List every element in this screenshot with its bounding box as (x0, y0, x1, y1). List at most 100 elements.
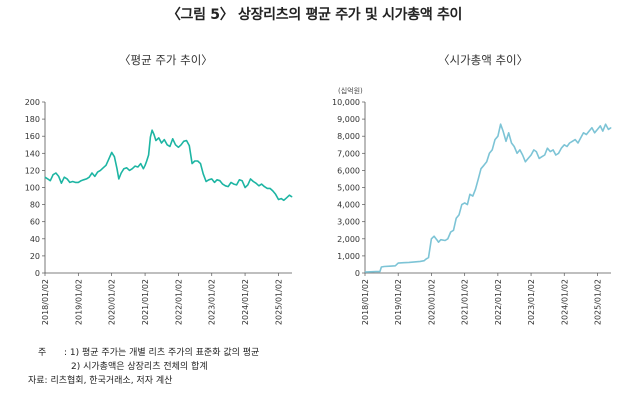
data-point (433, 235, 435, 237)
data-point (431, 238, 432, 240)
y-tick-label: 8,000 (337, 132, 360, 141)
y-tick-label: 120 (25, 166, 40, 175)
data-point (291, 196, 293, 198)
data-point (538, 158, 540, 159)
data-point (530, 154, 532, 156)
data-point (513, 146, 515, 147)
data-point (216, 179, 218, 181)
data-point (155, 140, 157, 141)
data-point (447, 238, 449, 240)
data-point (500, 123, 501, 125)
data-point (369, 271, 371, 273)
data-point (525, 161, 526, 163)
data-point (519, 149, 521, 151)
y-tick-label: 0 (35, 269, 40, 278)
y-tick-label: 0 (355, 269, 360, 278)
data-point (486, 161, 488, 163)
data-point (72, 181, 74, 182)
data-point (161, 142, 162, 144)
data-point (66, 178, 68, 180)
data-point (580, 137, 582, 139)
x-tick-label: 2019/01/02 (74, 279, 83, 325)
data-point (252, 181, 254, 182)
data-point (163, 139, 165, 141)
data-point (397, 262, 399, 264)
data-point (577, 142, 579, 144)
data-point (186, 140, 187, 141)
data-point (131, 168, 133, 170)
data-point (134, 165, 136, 167)
data-point (436, 239, 438, 241)
data-point (364, 271, 366, 273)
y-tick-label: 40 (30, 235, 40, 244)
x-tick-label: 2020/01/02 (427, 279, 436, 325)
data-point (283, 199, 285, 201)
data-point (97, 171, 98, 173)
data-point (144, 164, 146, 166)
data-point (563, 144, 565, 146)
data-point (208, 179, 210, 181)
data-point (86, 178, 87, 180)
data-point (489, 152, 490, 154)
data-point (100, 170, 101, 171)
data-point (383, 266, 385, 267)
data-point (111, 152, 113, 153)
notes-lead: 주 (38, 348, 47, 358)
x-tick-label: 2023/01/02 (527, 279, 536, 325)
data-point (552, 149, 554, 151)
y-tick-label: 10,000 (332, 98, 360, 107)
data-point (403, 262, 404, 264)
market-cap-chart: 0 1,000 2,000 3,000 4,000 5,000 6,000 7,000 8,00… (332, 86, 612, 325)
data-point (118, 178, 120, 180)
data-point (264, 186, 265, 188)
data-point (280, 198, 282, 200)
data-point (516, 152, 518, 154)
data-point (408, 262, 410, 263)
data-point (394, 265, 396, 267)
y-unit-label: (십억원) (338, 86, 363, 95)
data-point (214, 182, 215, 183)
left-chart-title: 〈평균 주가 추이〉 (119, 53, 213, 67)
data-point (583, 132, 584, 134)
x-tick-label: 2024/01/02 (241, 279, 250, 325)
y-tick-label: 1,000 (337, 252, 360, 261)
data-point (480, 168, 482, 170)
data-point (555, 154, 557, 156)
data-point (116, 168, 118, 170)
x-tick-label: 2021/01/02 (141, 279, 150, 325)
y-tick-label: 140 (25, 149, 40, 158)
data-point (148, 154, 150, 156)
data-point (153, 134, 155, 135)
x-tick-label: 2025/01/02 (274, 279, 283, 325)
data-point (423, 260, 425, 262)
y-tick-label: 2,000 (337, 235, 360, 244)
data-point (379, 271, 381, 272)
data-point (375, 271, 377, 272)
data-point (197, 160, 199, 162)
data-point (527, 158, 529, 159)
data-point (414, 261, 415, 263)
data-point (114, 156, 115, 158)
data-point (102, 167, 104, 169)
y-tick-label: 7,000 (337, 149, 360, 158)
data-point (505, 140, 507, 142)
data-point (574, 139, 576, 141)
data-point (511, 142, 512, 144)
data-point (151, 129, 153, 131)
data-point (150, 136, 151, 138)
figure-title: 〈그림 5〉 상장리츠의 평균 주가 및 시가총액 추이 (166, 7, 463, 23)
x-tick-label: 2018/01/02 (41, 279, 50, 325)
data-point (120, 172, 122, 174)
series-line (364, 123, 612, 273)
data-point (266, 188, 268, 189)
data-point (469, 193, 471, 195)
data-point (52, 174, 54, 176)
data-point (123, 168, 125, 170)
data-point (572, 140, 573, 142)
y-tick-label: 9,000 (337, 115, 360, 124)
y-tick-label: 160 (25, 132, 40, 141)
x-tick-label: 2023/01/02 (208, 279, 217, 325)
data-point (49, 180, 51, 182)
figure-notes: 주: 1) 평균 주가는 개별 리츠 주가의 표준화 값의 평균 2) 시가총액… (28, 346, 259, 388)
